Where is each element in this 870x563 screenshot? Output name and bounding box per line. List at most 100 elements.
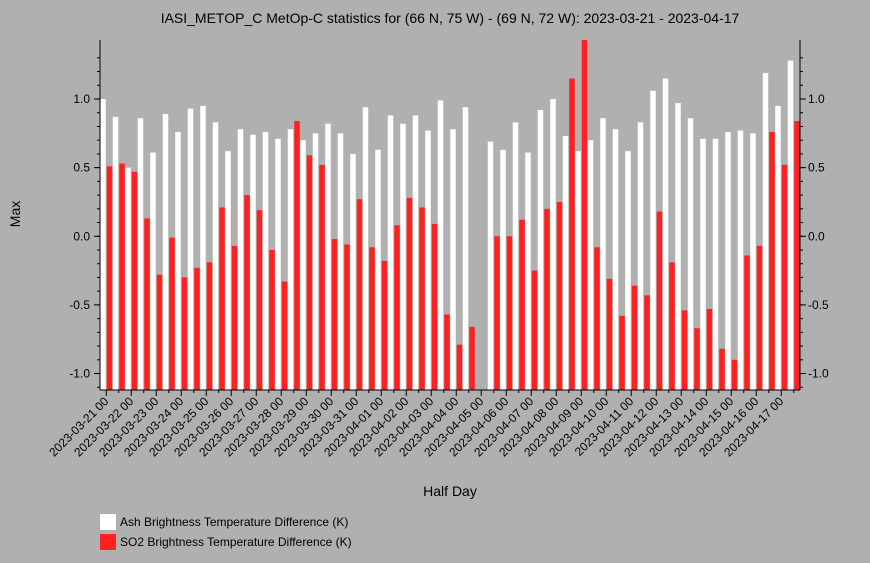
bar-ash (200, 105, 206, 390)
bar-ash (637, 122, 644, 391)
y-tick-label: -1.0 (69, 367, 90, 381)
bar-so2 (706, 309, 713, 390)
bar-ash (700, 138, 706, 390)
bar-so2 (344, 244, 350, 390)
bar-so2 (519, 219, 525, 390)
bar-ash (762, 72, 769, 391)
legend-swatch-so2 (100, 534, 116, 550)
bar-so2 (506, 236, 513, 390)
bar-so2 (756, 245, 763, 390)
bar-so2 (331, 239, 338, 390)
bar-so2 (106, 166, 113, 390)
bar-so2 (531, 270, 538, 390)
axes-group: -1.0 -1.0-0.5 -0.50.0 0.00.5 0.51.0 1.02023-0… (46, 40, 829, 459)
bar-ash (150, 152, 156, 390)
bar-ash (437, 100, 444, 391)
bar-ash (625, 151, 631, 390)
y-tick-label: 0.0 (73, 229, 90, 243)
y-tick-label-right: -1.0 (808, 367, 829, 381)
bar-so2 (256, 210, 263, 390)
bar-so2 (131, 171, 138, 390)
bar-so2 (619, 315, 625, 390)
bar-so2 (644, 295, 650, 390)
bar-so2 (694, 328, 700, 390)
bar-ash (750, 133, 756, 391)
bar-ash (550, 99, 556, 391)
bar-ash (350, 153, 356, 390)
bar-ash (787, 60, 794, 391)
bar-so2 (494, 236, 500, 390)
bar-so2 (206, 262, 213, 390)
bar-so2 (244, 195, 250, 390)
bar-ash (287, 129, 294, 390)
bar-so2 (219, 207, 225, 390)
bar-so2 (606, 278, 613, 390)
bar-ash (737, 130, 744, 390)
bar-so2 (419, 207, 425, 390)
legend: Ash Brightness Temperature Difference (K… (100, 512, 352, 552)
bar-ash (462, 107, 469, 390)
bar-ash (725, 131, 731, 390)
y-tick-label-right: 0.0 (808, 229, 825, 243)
bar-ash (562, 136, 569, 390)
legend-swatch-ash (100, 514, 116, 530)
bar-so2 (469, 326, 475, 390)
bar-ash (262, 131, 269, 390)
bar-so2 (406, 197, 413, 390)
bar-so2 (231, 245, 238, 390)
y-tick-label: -0.5 (69, 298, 90, 312)
legend-item-so2: SO2 Brightness Temperature Difference (K… (100, 532, 352, 552)
bar-ash (300, 140, 306, 390)
bar-ash (337, 133, 344, 391)
bar-ash (412, 115, 419, 390)
bar-ash (425, 130, 431, 390)
bar-ash (487, 141, 494, 390)
bar-ash (500, 149, 506, 390)
bar-ash (400, 123, 406, 390)
bar-ash (100, 99, 106, 391)
bar-so2 (269, 250, 275, 390)
bar-so2 (581, 40, 588, 390)
bar-ash (137, 118, 144, 390)
bar-so2 (719, 348, 725, 390)
chart-title: IASI_METOP_C MetOp-C statistics for (66 … (161, 10, 740, 26)
bar-so2 (594, 247, 600, 390)
bar-ash (600, 118, 606, 390)
bar-ash (175, 131, 181, 390)
bar-ash (225, 151, 231, 390)
bar-so2 (194, 267, 200, 390)
bar-so2 (444, 314, 450, 390)
bar-ash (775, 105, 781, 390)
bar-ash (450, 129, 456, 390)
y-tick-label-right: 1.0 (808, 92, 825, 106)
bar-ash (250, 134, 256, 390)
bar-ash (187, 108, 194, 391)
legend-item-ash: Ash Brightness Temperature Difference (K… (100, 512, 352, 532)
y-tick-label-right: -0.5 (808, 298, 829, 312)
bar-ash (387, 115, 394, 390)
bar-ash (587, 140, 594, 390)
bar-so2 (306, 155, 313, 390)
bars-group (100, 40, 800, 391)
bar-ash (662, 78, 669, 391)
bar-ash (512, 122, 519, 391)
bar-so2 (281, 281, 288, 390)
bar-so2 (781, 164, 788, 390)
bar-ash (675, 103, 681, 390)
bar-so2 (119, 163, 125, 390)
bar-so2 (294, 120, 300, 390)
bar-ash (712, 138, 719, 390)
bar-so2 (681, 310, 688, 390)
y-tick-label: 0.5 (73, 161, 90, 175)
bar-so2 (431, 223, 438, 390)
bar-ash (275, 138, 281, 390)
bar-so2 (744, 255, 750, 390)
bar-ash (125, 167, 131, 390)
bar-ash (325, 123, 331, 390)
bar-ash (612, 129, 619, 390)
bar-ash (162, 114, 169, 390)
bar-so2 (394, 225, 400, 390)
bar-so2 (456, 344, 463, 390)
bar-so2 (381, 260, 388, 390)
bar-so2 (569, 78, 575, 391)
